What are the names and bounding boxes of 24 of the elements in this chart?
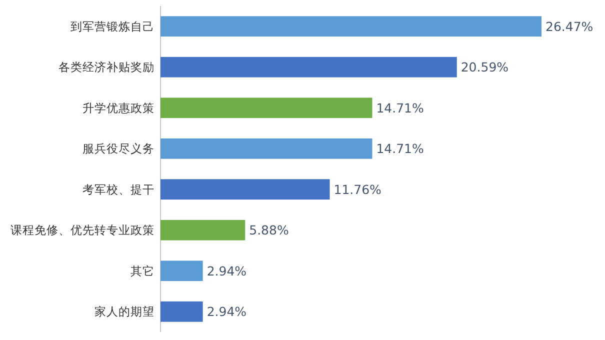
- y-tick-label: 服兵役尽义务: [82, 142, 154, 156]
- data-label: 2.94%: [206, 263, 247, 278]
- data-label: 14.71%: [376, 141, 424, 156]
- y-tick-label: 课程免修、优先转专业政策: [10, 223, 154, 238]
- bar: [160, 98, 372, 118]
- data-label: 5.88%: [249, 222, 289, 238]
- bar: [160, 301, 203, 322]
- data-label: 11.76%: [334, 182, 382, 197]
- bar: [160, 56, 457, 78]
- bar: [160, 138, 372, 159]
- y-tick-label: 到军营锻炼自己: [70, 19, 154, 34]
- bar: [160, 179, 330, 200]
- data-label: 26.47%: [546, 18, 594, 34]
- y-tick-label: 各类经济补贴奖励: [58, 60, 154, 74]
- bar: [160, 220, 246, 240]
- bar: [160, 16, 542, 37]
- data-label: 14.71%: [376, 100, 424, 116]
- y-tick-label: 升学优惠政策: [82, 100, 154, 115]
- y-tick-label: 家人的期望: [94, 304, 154, 319]
- data-label: 2.94%: [206, 304, 247, 320]
- y-tick-label: 其它: [130, 264, 154, 278]
- bar: [160, 260, 203, 282]
- y-tick-label: 考军校、提干: [82, 182, 154, 196]
- data-label: 20.59%: [460, 60, 509, 75]
